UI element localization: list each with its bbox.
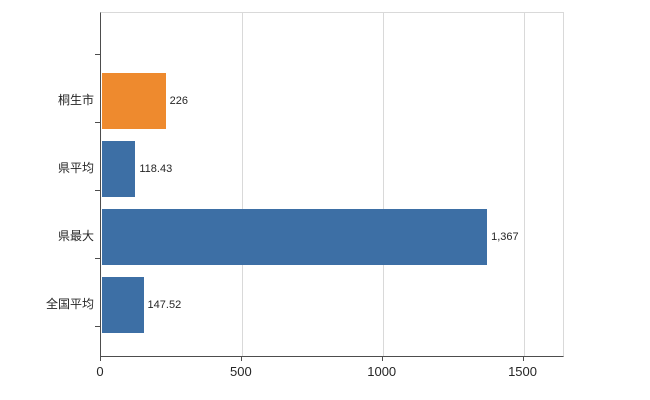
y-tick-mark (95, 258, 100, 259)
bar-value-label: 1,367 (491, 231, 519, 243)
x-tick-label: 500 (229, 364, 252, 379)
x-tick-mark (100, 356, 101, 361)
bar-全国平均 (102, 277, 144, 333)
y-axis-category-label: 全国平均 (45, 297, 94, 311)
y-tick-mark (95, 54, 100, 55)
y-tick-mark (95, 190, 100, 191)
gridline-x-1000 (382, 13, 384, 356)
y-axis-category-label: 県平均 (57, 161, 94, 175)
gridline-x-1500 (523, 13, 525, 356)
x-tick-mark (522, 356, 524, 361)
x-tick-label: 1000 (367, 364, 397, 379)
plot-area: 226 118.43 1,367 147.52 (100, 12, 564, 357)
y-tick-mark (95, 122, 100, 123)
bar-value-label: 226 (169, 95, 189, 107)
bar-県平均 (102, 141, 136, 197)
gridline-x-500 (241, 13, 243, 356)
bar-県最大 (102, 209, 488, 265)
x-tick-label: 0 (96, 364, 104, 379)
y-axis-category-label: 県最大 (57, 229, 94, 243)
x-tick-mark (240, 356, 242, 361)
y-tick-mark (95, 326, 100, 327)
x-tick-label: 1500 (508, 364, 537, 379)
x-tick-mark (381, 356, 383, 361)
bar-桐生市 (102, 73, 166, 129)
bar-value-label: 147.52 (147, 299, 182, 311)
bar-value-label: 118.43 (139, 163, 173, 175)
y-axis-category-label: 桐生市 (57, 93, 94, 107)
